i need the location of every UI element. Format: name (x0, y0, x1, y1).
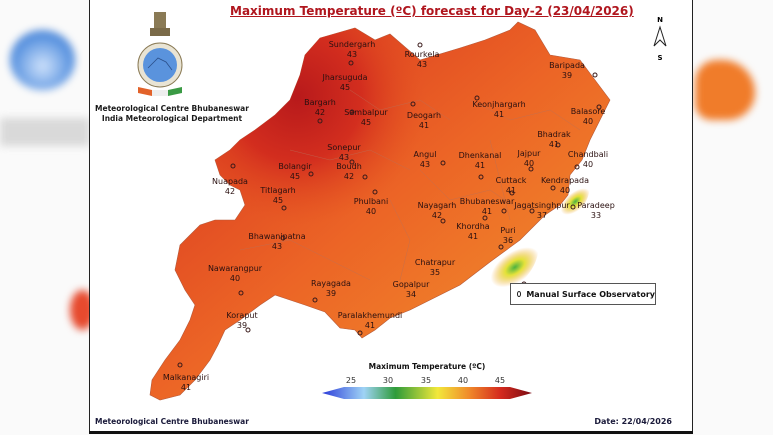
observatory-marker (230, 163, 236, 169)
svg-text:N: N (657, 16, 663, 24)
issue-date: Date: 22/04/2026 (594, 417, 672, 426)
blurred-text-band (0, 118, 90, 146)
observatory-marker (410, 101, 416, 107)
station-khordha: Khordha 41 (456, 222, 490, 241)
observatory-marker (362, 174, 368, 180)
observatory-marker (348, 60, 354, 66)
station-sonepur: Sonepur 43 (327, 143, 361, 162)
tick-45: 45 (494, 376, 506, 385)
observatory-marker (528, 166, 534, 172)
observatory-marker-icon (517, 291, 522, 297)
station-jagatsinghpur: Jagatsinghpur 37 (514, 201, 570, 220)
map-title: Maximum Temperature (ºC) forecast for Da… (230, 4, 634, 18)
imd-emblem-logo (137, 12, 183, 96)
observatory-marker (478, 174, 484, 180)
observatory-marker (574, 164, 580, 170)
colorbar-gradient (322, 387, 532, 399)
blurred-map-edge (695, 60, 755, 120)
observatory-marker (509, 190, 515, 196)
station-koraput: Koraput 39 (226, 311, 258, 330)
tick-35: 35 (420, 376, 432, 385)
station-jajpur: Jajpur 40 (517, 149, 541, 168)
observatory-marker (529, 208, 535, 214)
north-arrow-icon: N S (653, 16, 667, 62)
observatory-legend: Manual Surface Observatory (510, 283, 656, 305)
station-rayagada: Rayagada 39 (311, 279, 351, 298)
observatory-marker (372, 189, 378, 195)
colorbar-ticks: 25 30 35 40 45 (322, 376, 532, 386)
observatory-marker (498, 244, 504, 250)
org-line1: Meteorological Centre Bhubaneswar (95, 104, 249, 113)
observatory-marker (349, 109, 355, 115)
observatory-marker (440, 160, 446, 166)
station-kendrapada: Kendrapada 40 (540, 176, 590, 195)
station-chandbali: Chandbali 40 (567, 150, 609, 169)
station-boudh: Boudh 42 (336, 162, 362, 181)
forecast-map-figure: Maximum Temperature (ºC) forecast for Da… (89, 0, 693, 434)
observatory-marker (440, 218, 446, 224)
station-malkanagiri: Malkanagiri 41 (162, 373, 210, 392)
station-sambalpur: Sambalpur 45 (344, 108, 388, 127)
observatory-marker (308, 171, 314, 177)
observatory-marker (474, 95, 480, 101)
station-bhadrak: Bhadrak 41 (537, 130, 571, 149)
tick-30: 30 (382, 376, 394, 385)
observatory-marker (177, 362, 183, 368)
station-phulbani: Phulbani 40 (353, 197, 389, 216)
observatory-marker (592, 72, 598, 78)
station-dhenkanal: Dhenkanal 41 (458, 151, 502, 170)
organization-label: Meteorological Centre Bhubaneswar India … (92, 104, 252, 124)
observatory-legend-label: Manual Surface Observatory (526, 289, 655, 299)
observatory-marker (281, 205, 287, 211)
temperature-colorbar: Maximum Temperature (ºC) 25 30 35 40 45 (322, 362, 532, 402)
station-balasore: Balasore 40 (570, 107, 606, 126)
station-chatrapur: Chatrapur 35 (414, 258, 456, 277)
tick-40: 40 (457, 376, 469, 385)
observatory-marker (357, 330, 363, 336)
blurred-logo (10, 30, 75, 90)
station-keonjhargarh: Keonjhargarh 41 (472, 100, 526, 119)
station-rourkela: Rourkela 43 (404, 50, 440, 69)
station-bolangir: Bolangir 45 (278, 162, 312, 181)
footer-organization: Meteorological Centre Bhubaneswar (95, 417, 249, 426)
observatory-marker (317, 118, 323, 124)
observatory-marker (312, 297, 318, 303)
svg-text:S: S (657, 54, 662, 62)
org-line2: India Meteorological Department (101, 114, 243, 123)
station-titlagarh: Titlagarh 45 (260, 186, 296, 205)
station-bargarh: Bargarh 42 (304, 98, 336, 117)
station-sundergarh: Sundergarh 43 (328, 40, 376, 59)
observatory-marker (417, 42, 423, 48)
observatory-marker (349, 159, 355, 165)
station-paradeep: Paradeep 33 (577, 201, 615, 220)
observatory-marker (245, 327, 251, 333)
odisha-temperature-map (149, 21, 611, 401)
observatory-marker (555, 142, 561, 148)
observatory-marker (501, 208, 507, 214)
observatory-marker (280, 235, 286, 241)
observatory-marker (570, 204, 576, 210)
observatory-marker (482, 215, 488, 221)
blurred-left-margin (0, 0, 95, 435)
station-gopalpur: Gopalpur 34 (392, 280, 430, 299)
station-nawarangpur: Nawarangpur 40 (207, 264, 263, 283)
station-nuapada: Nuapada 42 (212, 177, 248, 196)
station-baripada: Baripada 39 (549, 61, 585, 80)
tick-25: 25 (345, 376, 357, 385)
blurred-right-margin (695, 0, 773, 435)
colorbar-title: Maximum Temperature (ºC) (368, 362, 486, 371)
observatory-marker (238, 290, 244, 296)
observatory-marker (550, 185, 556, 191)
station-puri: Puri 36 (500, 226, 516, 245)
station-bhubaneswar: Bhubaneswar 41 (459, 197, 515, 216)
station-angul: Angul 43 (413, 150, 437, 169)
station-deogarh: Deogarh 41 (406, 111, 442, 130)
observatory-marker (596, 104, 602, 110)
station-nayagarh: Nayagarh 42 (417, 201, 457, 220)
station-paralakhemundi: Paralakhemundi 41 (337, 311, 403, 330)
station-jharsuguda: Jharsuguda 45 (322, 73, 368, 92)
station-bhawanipatna: Bhawanipatna 43 (248, 232, 306, 251)
